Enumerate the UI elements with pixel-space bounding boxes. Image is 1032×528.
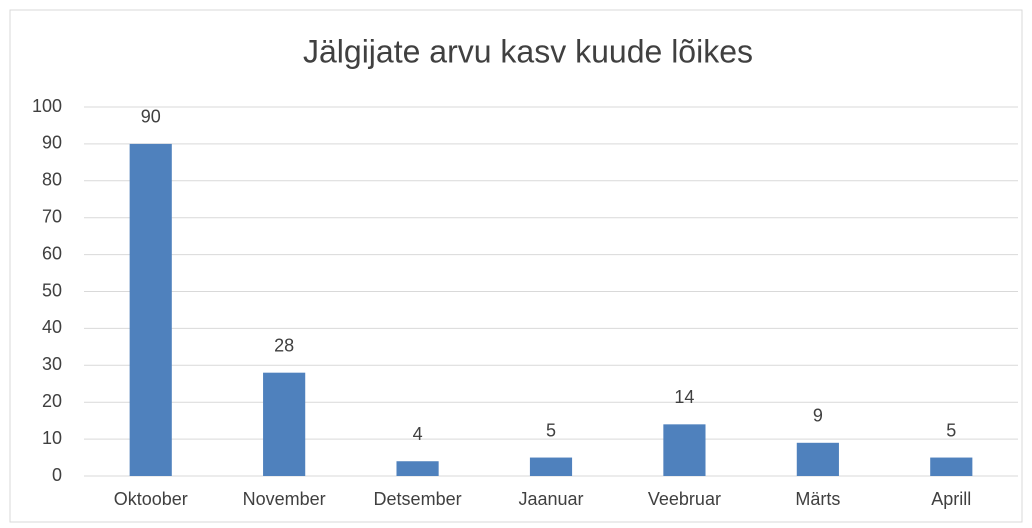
data-label: 4 [413, 424, 423, 444]
y-tick-label: 20 [42, 391, 62, 411]
y-tick-label: 60 [42, 243, 62, 263]
y-tick-label: 80 [42, 170, 62, 190]
y-tick-label: 40 [42, 317, 62, 337]
y-tick-label: 100 [32, 96, 62, 116]
y-tick-label: 90 [42, 133, 62, 153]
chart-title: Jälgijate arvu kasv kuude lõikes [303, 33, 753, 69]
bar [529, 457, 573, 476]
x-tick-label: November [243, 489, 326, 509]
bar [796, 442, 839, 476]
data-label: 14 [674, 387, 694, 407]
data-label: 90 [141, 107, 161, 127]
data-label: 5 [546, 420, 556, 440]
x-tick-label: Oktoober [114, 489, 188, 509]
bar [396, 461, 439, 476]
bar [930, 457, 973, 476]
data-label: 9 [813, 406, 823, 426]
x-tick-label: Veebruar [648, 489, 721, 509]
bar [129, 143, 172, 476]
y-tick-label: 70 [42, 206, 62, 226]
bar [663, 424, 706, 476]
y-tick-label: 10 [42, 428, 62, 448]
x-tick-label: Jaanuar [518, 489, 583, 509]
chart-border [9, 9, 1023, 523]
x-tick-label: Aprill [931, 489, 971, 509]
y-tick-label: 50 [42, 280, 62, 300]
bar [263, 372, 306, 476]
data-label: 28 [274, 335, 294, 355]
y-tick-label: 30 [42, 354, 62, 374]
x-tick-label: Märts [795, 489, 840, 509]
x-tick-label: Detsember [374, 489, 462, 509]
y-tick-label: 0 [52, 465, 62, 485]
data-label: 5 [946, 420, 956, 440]
